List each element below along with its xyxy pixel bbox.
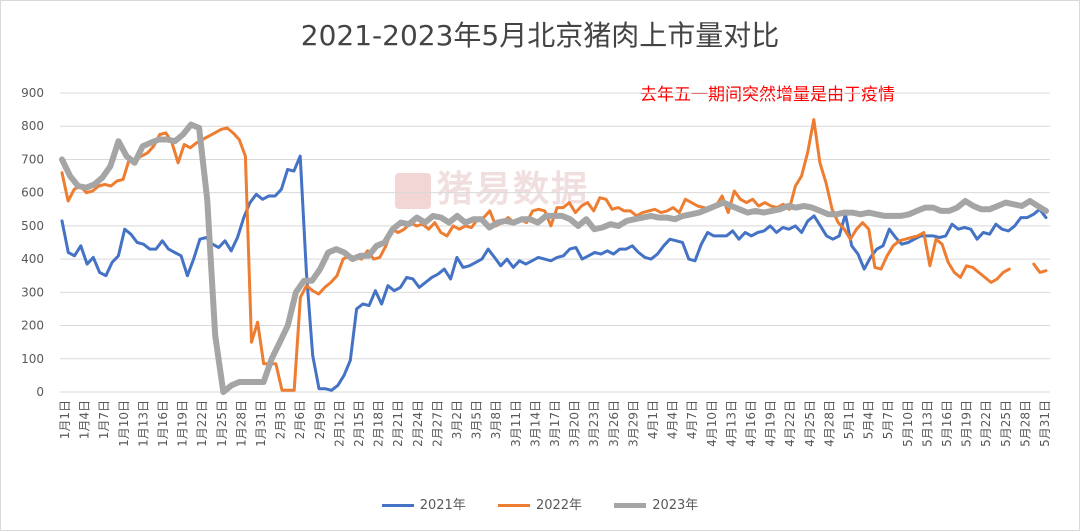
legend-item-2021: 2021年	[381, 494, 466, 513]
x-tick-label: 3月20日	[568, 400, 582, 447]
x-tick-label: 5月28日	[1018, 400, 1032, 447]
y-tick-label: 900	[21, 86, 44, 100]
x-tick-label: 2月24日	[411, 400, 425, 447]
x-tick-label: 1月10日	[117, 400, 131, 447]
x-tick-label: 2月15日	[352, 400, 366, 447]
watermark-logo-icon	[395, 173, 431, 209]
series-line-2023年	[59, 121, 1049, 395]
x-tick-label: 1月13日	[136, 400, 150, 447]
x-tick-label: 1月28日	[234, 400, 248, 447]
x-tick-label: 5月25日	[999, 400, 1013, 447]
x-tick-label: 4月19日	[764, 400, 778, 447]
legend-swatch-2021	[381, 504, 414, 507]
legend-swatch-2023	[614, 503, 647, 508]
legend-item-2022: 2022年	[497, 494, 583, 513]
watermark-text: 猪易数据	[437, 169, 590, 210]
chart-title: 2021-2023年5月北京猪肉上市量对比	[300, 19, 780, 52]
x-tick-label: 5月1日	[842, 400, 856, 439]
x-tick-label: 3月23日	[587, 400, 601, 447]
y-tick-label: 700	[21, 152, 44, 166]
y-tick-label: 100	[21, 352, 44, 366]
x-tick-label: 2月9日	[313, 400, 327, 439]
x-tick-label: 3月17日	[548, 400, 562, 447]
x-tick-label: 4月13日	[724, 400, 738, 447]
x-tick-label: 1月16日	[156, 400, 170, 447]
x-tick-label: 4月25日	[803, 400, 817, 447]
x-tick-label: 3月29日	[626, 400, 640, 447]
x-tick-label: 1月22日	[195, 400, 209, 447]
x-tick-label: 3月2日	[450, 400, 464, 439]
legend-swatch-2022	[497, 504, 530, 507]
x-tick-label: 4月4日	[666, 400, 680, 439]
x-tick-label: 5月31日	[1038, 400, 1052, 447]
x-tick-label: 5月22日	[979, 400, 993, 447]
x-tick-label: 3月14日	[528, 400, 542, 447]
x-tick-label: 2月27日	[430, 400, 444, 447]
y-tick-label: 800	[21, 119, 44, 133]
y-tick-label: 400	[21, 252, 44, 266]
x-tick-label: 3月26日	[607, 400, 621, 447]
x-tick-label: 3月5日	[470, 400, 484, 439]
x-tick-label: 1月1日	[58, 400, 72, 439]
x-tick-label: 2月3日	[274, 400, 288, 439]
x-tick-label: 2月6日	[293, 400, 307, 439]
x-tick-label: 3月8日	[489, 400, 503, 439]
x-tick-label: 4月1日	[646, 400, 660, 439]
x-tick-label: 1月31日	[254, 400, 268, 447]
x-tick-label: 4月22日	[783, 400, 797, 447]
legend-label-2022: 2022年	[535, 498, 583, 513]
x-tick-label: 1月19日	[176, 400, 190, 447]
chart-annotation: 去年五一期间突然增量是由于疫情	[640, 85, 895, 105]
y-tick-label: 300	[21, 285, 44, 299]
x-tick-label: 5月4日	[862, 400, 876, 439]
x-tick-label: 2月18日	[372, 400, 386, 447]
legend-label-2023: 2023年	[652, 498, 699, 513]
y-tick-label: 200	[21, 319, 44, 333]
x-tick-label: 1月25日	[215, 400, 229, 447]
x-tick-label: 1月4日	[78, 400, 92, 439]
x-tick-label: 5月10日	[901, 400, 915, 447]
x-tick-label: 4月16日	[744, 400, 758, 447]
x-tick-label: 3月11日	[509, 400, 523, 447]
legend-item-2023: 2023年	[614, 494, 698, 513]
y-tick-label: 600	[21, 186, 44, 200]
series-line-2022年	[60, 118, 1048, 392]
x-tick-label: 4月10日	[705, 400, 719, 447]
series-line-2021年	[60, 154, 1048, 392]
x-tick-label: 5月16日	[940, 400, 954, 447]
x-tick-label: 2月12日	[332, 400, 346, 447]
y-tick-label: 0	[36, 385, 44, 399]
x-tick-label: 5月7日	[881, 400, 895, 439]
x-tick-label: 4月28日	[822, 400, 836, 447]
x-tick-label: 1月7日	[97, 400, 111, 439]
watermark: 猪易数据	[395, 160, 589, 212]
x-tick-label: 4月7日	[685, 400, 699, 439]
x-tick-label: 5月13日	[920, 400, 934, 447]
chart-legend: 2021年 2022年 2023年	[0, 494, 1080, 513]
legend-label-2021: 2021年	[419, 498, 466, 513]
x-tick-label: 2月21日	[391, 400, 405, 447]
y-tick-label: 500	[21, 219, 44, 233]
x-tick-label: 5月19日	[960, 400, 974, 447]
